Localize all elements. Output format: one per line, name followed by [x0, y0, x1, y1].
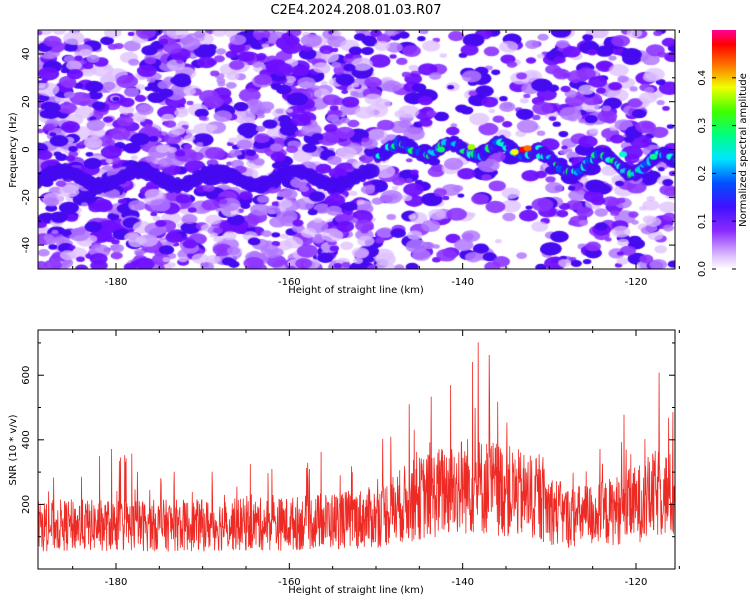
- y-tick-label: 0: [21, 146, 32, 152]
- x-tick-label: -140: [451, 277, 474, 288]
- spectrogram-x-ticks: -180 -160 -140 -120: [72, 30, 680, 288]
- colorbar-tick-label: 0.4: [697, 70, 708, 86]
- spectrogram-panel: -180 -160 -140 -120 -40 -20 0 20 40 Height of s…: [8, 29, 680, 296]
- snr-y-ticks: 200 400 600: [21, 342, 675, 538]
- spectrogram-y-ticks: -40 -20 0 20 40: [21, 29, 675, 270]
- spectrogram-y-axis-label: Frequency (Hz): [8, 112, 19, 188]
- y-tick-label: 40: [21, 48, 32, 61]
- colorbar-gradient: [712, 30, 736, 269]
- y-tick-label: 200: [21, 495, 32, 514]
- colorbar-tick-label: 0.2: [697, 165, 708, 181]
- y-tick-label: -40: [21, 237, 32, 253]
- spectrogram-layers: [38, 30, 675, 269]
- figure-title: C2E4.2024.208.01.03.R07: [270, 3, 441, 18]
- snr-line-group: [37, 342, 676, 552]
- snr-x-axis-label: Height of straight line (km): [288, 585, 424, 596]
- colorbar-tick-label: 0.0: [697, 261, 708, 277]
- colorbar-label: Normalized spectral amplitude: [738, 73, 749, 227]
- snr-x-ticks: -180 -160 -140 -120: [72, 330, 680, 588]
- colorbar: 0.0 0.1 0.2 0.3 0.4 Normalized spectral ampl…: [697, 30, 749, 277]
- x-tick-label: -120: [625, 577, 648, 588]
- x-tick-label: -180: [105, 577, 128, 588]
- y-tick-label: 600: [21, 366, 32, 385]
- colorbar-ticks: 0.0 0.1 0.2 0.3 0.4: [697, 70, 736, 277]
- x-tick-label: -180: [105, 277, 128, 288]
- spectrogram-image: [38, 30, 675, 269]
- colorbar-tick-label: 0.3: [697, 118, 708, 134]
- snr-frame: [37, 329, 676, 570]
- snr-y-axis-label: SNR (10 * v/v): [8, 414, 19, 485]
- y-tick-label: -20: [21, 189, 32, 205]
- x-tick-label: -120: [625, 277, 648, 288]
- x-tick-label: -160: [278, 577, 301, 588]
- y-tick-label: 20: [21, 95, 32, 108]
- colorbar-tick-label: 0.1: [697, 213, 708, 229]
- x-tick-label: -140: [451, 577, 474, 588]
- y-tick-label: 400: [21, 430, 32, 449]
- snr-series-line: [37, 342, 676, 552]
- snr-panel: -180 -160 -140 -120 200 400 600 Height of str…: [8, 329, 680, 596]
- spectrogram-x-axis-label: Height of straight line (km): [288, 285, 424, 296]
- x-tick-label: -160: [278, 277, 301, 288]
